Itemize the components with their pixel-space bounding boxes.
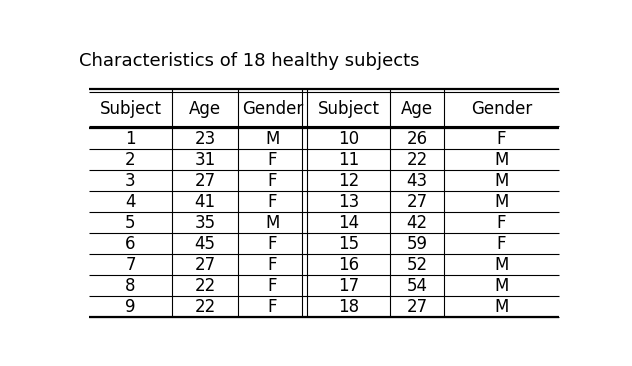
Text: F: F [268, 172, 277, 190]
Text: 23: 23 [195, 130, 216, 148]
Text: 59: 59 [406, 235, 427, 253]
Text: 27: 27 [195, 256, 216, 274]
Text: 27: 27 [406, 193, 427, 211]
Text: M: M [494, 151, 509, 169]
Text: Subject: Subject [99, 100, 161, 118]
Text: F: F [497, 214, 506, 232]
Text: F: F [268, 256, 277, 274]
Text: Age: Age [189, 100, 221, 118]
Text: F: F [268, 235, 277, 253]
Text: F: F [497, 130, 506, 148]
Text: 42: 42 [406, 214, 427, 232]
Text: 43: 43 [406, 172, 427, 190]
Text: 6: 6 [125, 235, 136, 253]
Text: 7: 7 [125, 256, 136, 274]
Text: 17: 17 [338, 277, 359, 295]
Text: Gender: Gender [242, 100, 303, 118]
Text: 45: 45 [195, 235, 216, 253]
Text: 15: 15 [338, 235, 359, 253]
Text: 2: 2 [125, 151, 136, 169]
Text: F: F [268, 193, 277, 211]
Text: 5: 5 [125, 214, 136, 232]
Text: 35: 35 [195, 214, 216, 232]
Text: 9: 9 [125, 298, 136, 316]
Text: 27: 27 [406, 298, 427, 316]
Text: 1: 1 [125, 130, 136, 148]
Text: 13: 13 [337, 193, 359, 211]
Text: Gender: Gender [471, 100, 532, 118]
Text: M: M [494, 193, 509, 211]
Text: Subject: Subject [317, 100, 379, 118]
Text: 16: 16 [338, 256, 359, 274]
Text: Characteristics of 18 healthy subjects: Characteristics of 18 healthy subjects [79, 52, 420, 70]
Text: M: M [494, 172, 509, 190]
Text: 10: 10 [338, 130, 359, 148]
Text: 31: 31 [195, 151, 216, 169]
Text: 4: 4 [125, 193, 136, 211]
Text: 27: 27 [195, 172, 216, 190]
Text: F: F [268, 298, 277, 316]
Text: 12: 12 [337, 172, 359, 190]
Text: 14: 14 [338, 214, 359, 232]
Text: 26: 26 [406, 130, 427, 148]
Text: F: F [497, 235, 506, 253]
Text: M: M [494, 256, 509, 274]
Text: 41: 41 [195, 193, 216, 211]
Text: 52: 52 [406, 256, 427, 274]
Text: M: M [265, 130, 279, 148]
Text: 54: 54 [406, 277, 427, 295]
Text: Age: Age [401, 100, 433, 118]
Text: M: M [265, 214, 279, 232]
Text: F: F [268, 277, 277, 295]
Text: 18: 18 [338, 298, 359, 316]
Text: M: M [494, 298, 509, 316]
Text: 22: 22 [195, 298, 216, 316]
Text: 3: 3 [125, 172, 136, 190]
Text: 22: 22 [195, 277, 216, 295]
Text: F: F [268, 151, 277, 169]
Text: 11: 11 [337, 151, 359, 169]
Text: 22: 22 [406, 151, 428, 169]
Text: 8: 8 [125, 277, 136, 295]
Text: M: M [494, 277, 509, 295]
